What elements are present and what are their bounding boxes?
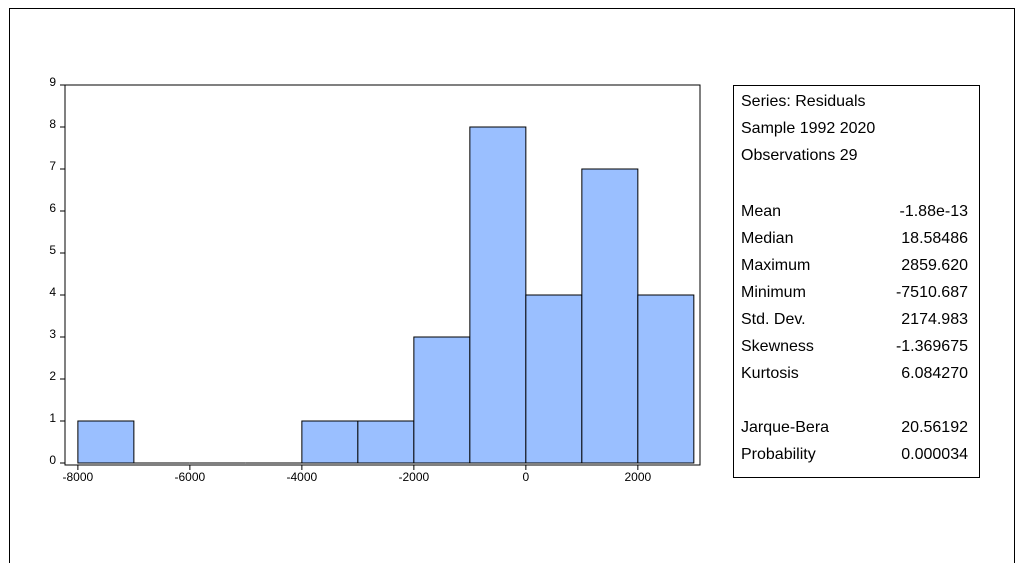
x-tick-label: -2000 — [399, 470, 430, 484]
stat-value: 20.56192 — [901, 419, 968, 436]
stat-value: 2859.620 — [901, 257, 968, 274]
stat-label: Std. Dev. — [741, 311, 806, 328]
y-tick-label: 2 — [49, 369, 56, 383]
stat-label: Median — [741, 230, 793, 247]
stat-value: 2174.983 — [901, 311, 968, 328]
stats-header: Observations 29 — [741, 147, 858, 164]
stat-value: 18.58486 — [901, 230, 968, 247]
y-tick-label: 6 — [49, 201, 56, 215]
y-tick-label: 5 — [49, 243, 56, 257]
stat-value: -7510.687 — [896, 284, 968, 301]
bar — [637, 294, 695, 464]
y-tick-label: 4 — [49, 285, 56, 299]
stats-box — [733, 85, 980, 478]
stat-value: -1.369675 — [896, 338, 968, 355]
frame — [9, 8, 1015, 563]
stats-header: Sample 1992 2020 — [741, 120, 875, 137]
bar — [413, 336, 471, 464]
stat-label: Skewness — [741, 338, 814, 355]
stat-value: 6.084270 — [901, 365, 968, 382]
bar — [581, 168, 639, 464]
y-tick-label: 7 — [49, 159, 56, 173]
plot-frame — [64, 84, 701, 466]
x-tick-label: -8000 — [63, 470, 94, 484]
stat-value: 0.000034 — [901, 446, 968, 463]
stat-label: Jarque-Bera — [741, 419, 829, 436]
stat-label: Mean — [741, 203, 781, 220]
bar — [77, 420, 135, 464]
x-tick-label: 2000 — [624, 470, 651, 484]
y-tick-label: 1 — [49, 411, 56, 425]
x-tick-label: 0 — [523, 470, 530, 484]
bar — [301, 420, 359, 464]
bar — [357, 420, 415, 464]
stat-value: -1.88e-13 — [900, 203, 969, 220]
y-tick-label: 3 — [49, 327, 56, 341]
y-tick-label: 0 — [49, 453, 56, 467]
stats-header: Series: Residuals — [741, 93, 866, 110]
y-tick-label: 8 — [49, 117, 56, 131]
x-tick-label: -4000 — [287, 470, 318, 484]
x-tick-label: -6000 — [175, 470, 206, 484]
stat-label: Probability — [741, 446, 816, 463]
bar — [469, 126, 527, 464]
bar — [525, 294, 583, 464]
stat-label: Maximum — [741, 257, 810, 274]
stat-label: Minimum — [741, 284, 806, 301]
y-tick-label: 9 — [49, 75, 56, 89]
stat-label: Kurtosis — [741, 365, 799, 382]
